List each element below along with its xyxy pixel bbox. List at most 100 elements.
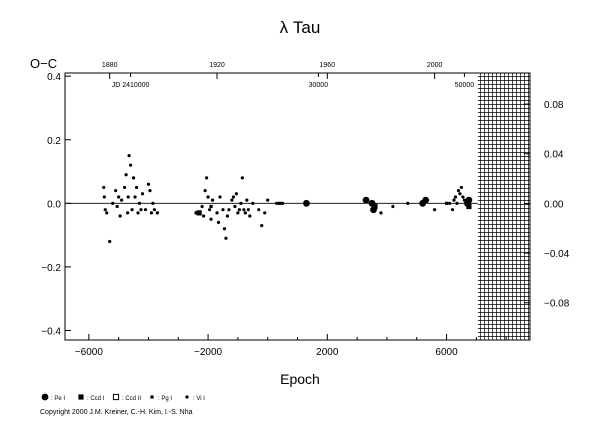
data-point-vi-i [209, 217, 213, 221]
data-point-vi-i [453, 195, 458, 199]
data-point-vi-i [391, 204, 395, 209]
data-point-vi-i [108, 239, 112, 244]
legend-label: : Ccd II [122, 396, 141, 402]
year-tick-label: 1960 [320, 62, 336, 69]
data-point-vi-i [275, 201, 279, 205]
year-tick-label: 1880 [102, 62, 118, 69]
data-point-vi-i [236, 211, 240, 215]
y-axis-title: O−C [30, 56, 57, 71]
data-point-ccd-i [196, 210, 202, 216]
plot-frame [64, 72, 531, 341]
copyright-note: Copyright 2000 J.M. Kreiner, C.-H. Kim, … [40, 409, 193, 416]
legend-label: : Ccd I [87, 396, 105, 402]
data-point-vi-i [263, 211, 267, 215]
data-point-ccd-i [466, 203, 472, 210]
y-tick-label: −0.2 [41, 263, 61, 274]
y2-tick-label: 0.00 [544, 199, 564, 210]
x-tick-label: 2000 [316, 347, 339, 358]
data-point-vi-i [433, 208, 437, 212]
data-point-vi-i [143, 208, 148, 212]
jd-tick-label: 50000 [455, 82, 475, 89]
data-point-vi-i [115, 204, 119, 209]
legend-marker [150, 395, 154, 399]
x-tick-label: −2000 [194, 347, 223, 358]
data-point-vi-i [455, 201, 459, 205]
data-point-vi-i [216, 220, 221, 224]
data-point-vi-i [126, 195, 130, 199]
data-point-vi-i [239, 201, 243, 205]
data-point-vi-i [117, 195, 121, 199]
y2-tick-label: −0.08 [544, 299, 570, 310]
data-point-vi-i [155, 211, 160, 215]
data-point-vi-i [149, 211, 154, 215]
data-point-vi-i [204, 176, 209, 180]
data-point-vi-i [266, 198, 270, 202]
data-point-vi-i [123, 185, 127, 190]
data-point-vi-i [103, 208, 107, 212]
data-point-vi-i [234, 192, 238, 196]
x-tick-label: −6000 [75, 347, 104, 358]
data-point-vi-i [139, 208, 143, 212]
data-point-pg-i [278, 201, 282, 205]
hatched-region [477, 73, 530, 340]
data-point-vi-i [379, 211, 383, 215]
data-point-vi-i [221, 208, 225, 212]
data-point-vi-i [111, 201, 115, 205]
jd-tick-label: JD 2410000 [112, 82, 150, 89]
legend-label: : Pe I [51, 396, 65, 402]
data-point-vi-i [458, 192, 462, 196]
data-point-vi-i [459, 185, 464, 190]
data-point-vi-i [118, 214, 122, 218]
data-point-vi-i [251, 201, 255, 205]
data-point-vi-i [200, 204, 204, 209]
y-tick-label: −0.4 [41, 326, 61, 337]
data-point-pe-i [362, 196, 370, 204]
data-point-vi-i [207, 208, 212, 212]
x-tick-label: 6000 [435, 347, 458, 358]
data-point-vi-i [240, 176, 244, 180]
data-point-vi-i [206, 195, 210, 199]
year-tick-label: 2000 [427, 62, 443, 69]
data-point-vi-i [230, 198, 234, 202]
data-point-vi-i [202, 214, 206, 218]
data-point-vi-i [222, 227, 227, 231]
data-point-pe-i [303, 199, 310, 207]
data-point-vi-i [260, 223, 264, 228]
data-point-pe-i [422, 196, 430, 204]
legend-marker [185, 395, 189, 399]
data-point-vi-i [152, 208, 157, 212]
data-point-vi-i [456, 189, 461, 193]
data-point-vi-i [450, 208, 455, 212]
legend: : Pe I: Ccd I: Ccd II: Pg I: Vi I [41, 393, 205, 402]
data-point-vi-i [114, 189, 118, 193]
data-point-vi-i [148, 189, 152, 193]
data-point-vi-i [146, 182, 151, 186]
data-point-vi-i [237, 208, 241, 212]
x-axis-title: Epoch [280, 371, 320, 387]
data-point-vi-i [127, 154, 131, 158]
y2-tick-label: 0.04 [544, 150, 564, 161]
data-point-vi-i [120, 198, 124, 202]
data-point-vi-i [133, 195, 137, 199]
data-point-vi-i [210, 198, 215, 202]
data-point-vi-i [233, 204, 237, 209]
data-point-vi-i [227, 208, 231, 212]
y-tick-label: 0.0 [47, 199, 61, 210]
data-point-vi-i [102, 185, 106, 190]
data-point-vi-i [131, 176, 136, 180]
data-point-vi-i [203, 189, 207, 193]
data-point-vi-i [461, 195, 465, 199]
data-point-vi-i [225, 214, 230, 218]
data-point-vi-i [151, 201, 155, 205]
legend-marker [78, 394, 84, 400]
data-point-vi-i [215, 211, 219, 215]
data-point-vi-i [125, 211, 130, 215]
data-point-vi-i [280, 201, 285, 205]
jd-tick-label: 30000 [309, 82, 329, 89]
data-point-pg-i [209, 204, 213, 209]
data-point-vi-i [140, 192, 145, 196]
data-point-vi-i [134, 185, 139, 190]
legend-label: : Vi I [193, 396, 205, 402]
data-point-vi-i [136, 211, 140, 215]
